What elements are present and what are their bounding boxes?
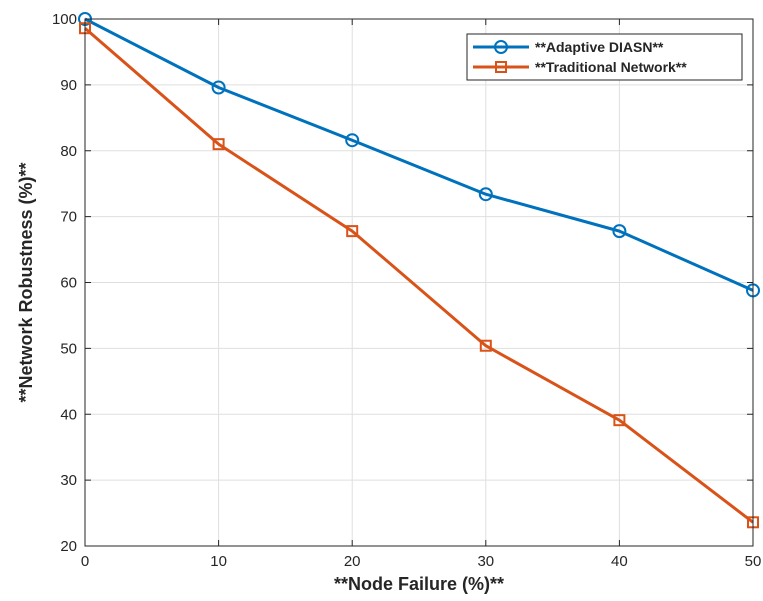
y-tick-label: 60 — [60, 275, 77, 292]
y-tick-label: 100 — [52, 11, 77, 28]
data-point-traditional-network — [212, 138, 225, 151]
legend-label: **Adaptive DIASN** — [535, 39, 664, 55]
data-point-traditional-network — [346, 225, 359, 238]
series-line-traditional-network — [84, 27, 754, 524]
y-tick-label: 50 — [60, 340, 77, 357]
y-tick-label: 80 — [60, 143, 77, 160]
y-axis-label: **Network Robustness (%)** — [16, 162, 36, 402]
legend-box — [466, 33, 743, 81]
data-point-traditional-network — [613, 414, 626, 427]
legend-item-traditional-network: **Traditional Network** — [473, 59, 687, 75]
data-point-traditional-network — [479, 339, 492, 352]
y-tick-label: 70 — [60, 209, 77, 226]
y-tick-label: 20 — [60, 538, 77, 555]
y-tick-label: 90 — [60, 77, 77, 94]
data-point-adaptive-diasn — [612, 224, 627, 239]
x-tick-label: 20 — [344, 553, 361, 570]
legend-marker-square — [495, 61, 507, 73]
data-point-adaptive-diasn — [211, 80, 226, 95]
x-tick-label: 0 — [81, 553, 89, 570]
x-axis-label: **Node Failure (%)** — [334, 574, 504, 594]
x-tick-label: 10 — [210, 553, 227, 570]
legend-label: **Traditional Network** — [535, 59, 687, 75]
legend-item-adaptive-diasn: **Adaptive DIASN** — [473, 39, 664, 55]
x-tick-label: 50 — [745, 553, 762, 570]
x-tick-label: 40 — [611, 553, 628, 570]
y-axis-ticks: 20 30 40 50 60 70 80 90 100 — [52, 11, 753, 555]
data-point-adaptive-diasn — [478, 187, 493, 202]
x-tick-label: 30 — [477, 553, 494, 570]
x-axis-ticks: 0 10 20 30 40 50 — [81, 19, 762, 570]
y-tick-label: 40 — [60, 406, 77, 423]
legend-marker-circle — [494, 40, 508, 54]
series-line-adaptive-diasn — [84, 17, 754, 292]
y-tick-label: 30 — [60, 472, 77, 489]
data-point-adaptive-diasn — [345, 133, 360, 148]
legend: **Adaptive DIASN** **Traditional Network*… — [466, 33, 743, 81]
